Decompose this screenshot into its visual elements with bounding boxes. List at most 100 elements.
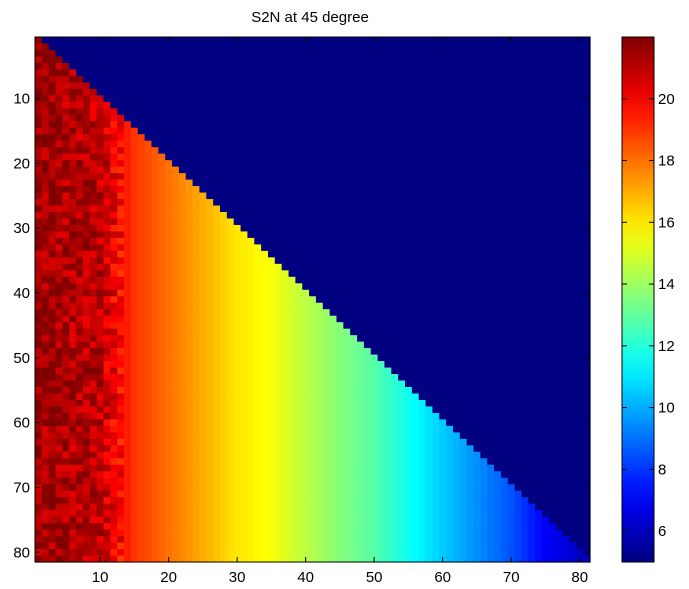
heatmap-cell <box>226 134 235 142</box>
heatmap-cell <box>583 412 591 421</box>
heatmap-cell <box>69 173 77 181</box>
heatmap-cell <box>405 270 413 278</box>
heatmap-cell <box>76 244 84 252</box>
heatmap-cell <box>96 199 105 207</box>
heatmap-cell <box>261 56 269 64</box>
heatmap-cell <box>240 108 249 116</box>
heatmap-cell <box>110 432 118 440</box>
heatmap-cell <box>473 147 481 155</box>
heatmap-cell <box>583 186 591 194</box>
heatmap-cell <box>267 380 276 388</box>
heatmap-cell <box>521 108 529 116</box>
heatmap-cell <box>370 283 379 291</box>
heatmap-cell <box>425 231 434 239</box>
heatmap-cell <box>398 250 406 258</box>
heatmap-cell <box>535 43 543 51</box>
heatmap-cell <box>432 257 440 265</box>
heatmap-cell <box>542 289 550 297</box>
heatmap-cell <box>261 231 269 239</box>
heatmap-cell <box>418 419 427 427</box>
heatmap-cell <box>494 315 502 323</box>
heatmap-cell <box>384 380 392 388</box>
heatmap-cell <box>384 257 392 265</box>
heatmap-cell <box>69 406 77 414</box>
heatmap-cell <box>576 380 584 388</box>
heatmap-cell <box>178 134 187 142</box>
heatmap-cell <box>295 432 303 440</box>
heatmap-cell <box>398 302 406 310</box>
heatmap-cell <box>363 309 372 317</box>
heatmap-cell <box>384 173 392 181</box>
heatmap-cell <box>69 121 77 129</box>
heatmap-cell <box>55 270 64 278</box>
heatmap-cell <box>247 393 255 401</box>
heatmap-cell <box>507 406 516 414</box>
heatmap-cell <box>459 147 468 155</box>
heatmap-cell <box>247 69 255 77</box>
heatmap-cell <box>343 147 351 155</box>
heatmap-cell <box>103 322 111 330</box>
heatmap-cell <box>96 302 105 310</box>
heatmap-cell <box>398 270 406 278</box>
heatmap-cell <box>555 114 564 122</box>
heatmap-cell <box>514 49 523 58</box>
heatmap-cell <box>548 419 557 427</box>
heatmap-cell <box>398 224 406 233</box>
heatmap-cell <box>432 199 440 207</box>
heatmap-cell <box>261 108 269 116</box>
heatmap-cell <box>542 237 550 246</box>
heatmap-cell <box>233 56 242 64</box>
chart-title: S2N at 45 degree <box>251 9 369 26</box>
heatmap-cell <box>555 186 564 194</box>
heatmap-cell <box>500 43 509 51</box>
heatmap-cell <box>172 82 180 90</box>
heatmap-cell <box>411 309 420 317</box>
heatmap-cell <box>377 101 386 109</box>
heatmap-cell <box>261 367 269 375</box>
heatmap-cell <box>295 75 303 83</box>
heatmap-cell <box>542 348 550 356</box>
heatmap-cell <box>233 166 242 174</box>
heatmap-cell <box>391 283 399 291</box>
heatmap-cell <box>76 153 84 161</box>
heatmap-cell <box>199 160 207 168</box>
heatmap-cell <box>555 166 564 174</box>
heatmap-cell <box>521 309 529 317</box>
heatmap-cell <box>220 43 228 51</box>
heatmap-cell <box>192 419 201 427</box>
heatmap-cell <box>124 302 132 310</box>
heatmap-cell <box>302 88 310 96</box>
heatmap-cell <box>302 348 310 356</box>
heatmap-cell <box>76 224 84 233</box>
heatmap-cell <box>384 199 392 207</box>
heatmap-cell <box>377 114 386 122</box>
heatmap-cell <box>165 257 173 265</box>
heatmap-cell <box>41 380 50 388</box>
heatmap-cell <box>432 95 440 103</box>
heatmap-cell <box>130 192 139 200</box>
heatmap-cell <box>391 218 399 226</box>
heatmap-cell <box>329 237 338 246</box>
heatmap-cell <box>213 166 221 174</box>
heatmap-cell <box>199 309 207 317</box>
heatmap-cell <box>405 257 413 265</box>
heatmap-cell <box>281 328 290 336</box>
heatmap-cell <box>165 250 173 258</box>
heatmap-cell <box>62 49 70 58</box>
heatmap-cell <box>363 82 372 90</box>
heatmap-cell <box>261 374 269 382</box>
heatmap-cell <box>569 302 577 310</box>
heatmap-cell <box>62 199 70 207</box>
heatmap-cell <box>288 212 296 220</box>
heatmap-cell <box>452 121 461 129</box>
heatmap-cell <box>151 75 159 83</box>
heatmap-cell <box>425 62 434 71</box>
heatmap-cell <box>192 283 201 291</box>
heatmap-cell <box>446 231 454 239</box>
heatmap-cell <box>82 75 91 83</box>
heatmap-cell <box>55 134 64 142</box>
heatmap-cell <box>69 199 77 207</box>
heatmap-cell <box>185 140 194 148</box>
heatmap-cell <box>363 289 372 297</box>
heatmap-cell <box>302 147 310 155</box>
